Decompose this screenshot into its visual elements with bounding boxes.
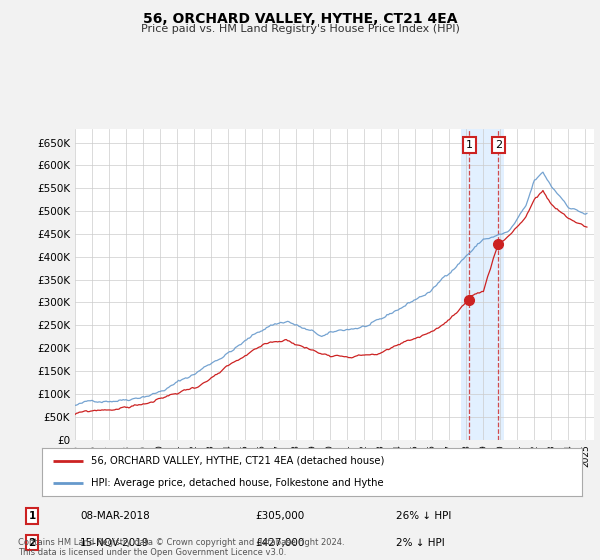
Text: 08-MAR-2018: 08-MAR-2018	[80, 511, 150, 521]
Text: £427,000: £427,000	[255, 538, 304, 548]
Bar	[461, 129, 504, 440]
Text: 26% ↓ HPI: 26% ↓ HPI	[396, 511, 451, 521]
Text: Contains HM Land Registry data © Crown copyright and database right 2024.
This d: Contains HM Land Registry data © Crown c…	[18, 538, 344, 557]
Text: 2: 2	[495, 140, 502, 150]
Text: 15-NOV-2019: 15-NOV-2019	[80, 538, 149, 548]
Text: HPI: Average price, detached house, Folkestone and Hythe: HPI: Average price, detached house, Folk…	[91, 478, 383, 488]
Text: 2: 2	[28, 538, 36, 548]
Text: 2% ↓ HPI: 2% ↓ HPI	[396, 538, 445, 548]
Text: 1: 1	[466, 140, 473, 150]
Text: Price paid vs. HM Land Registry's House Price Index (HPI): Price paid vs. HM Land Registry's House …	[140, 24, 460, 34]
Text: 56, ORCHARD VALLEY, HYTHE, CT21 4EA (detached house): 56, ORCHARD VALLEY, HYTHE, CT21 4EA (det…	[91, 456, 384, 466]
Text: 56, ORCHARD VALLEY, HYTHE, CT21 4EA: 56, ORCHARD VALLEY, HYTHE, CT21 4EA	[143, 12, 457, 26]
Text: 1: 1	[28, 511, 36, 521]
Text: £305,000: £305,000	[255, 511, 304, 521]
